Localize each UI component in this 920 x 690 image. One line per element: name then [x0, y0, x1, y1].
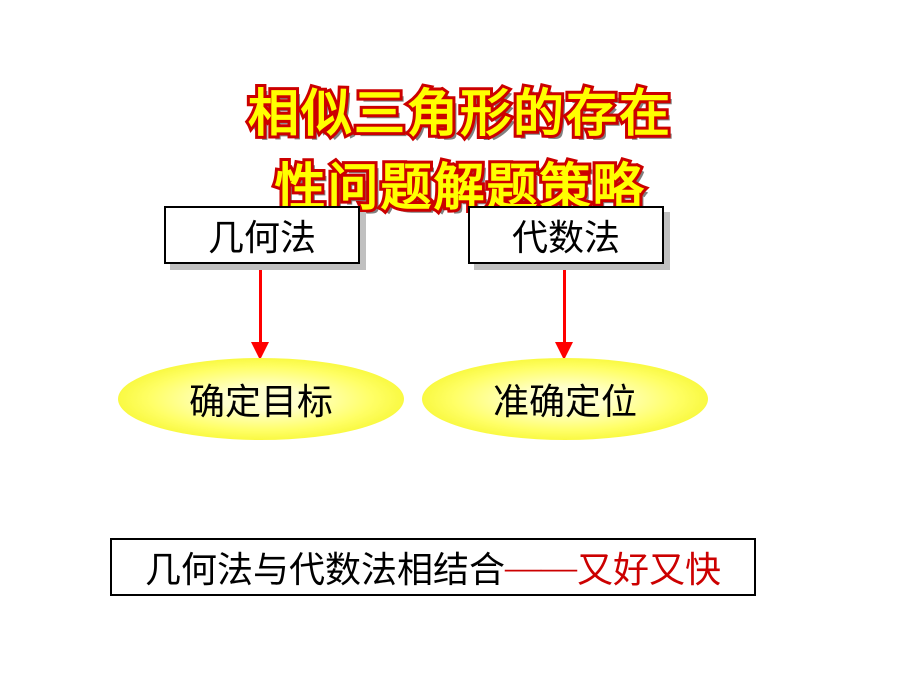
- ellipse-0: 确定目标: [118, 358, 404, 440]
- title-fill-layer: 相似三角形的存在性问题解题策略: [230, 72, 690, 220]
- method-box-label: 几何法: [208, 209, 316, 261]
- ellipse-1: 准确定位: [422, 358, 708, 440]
- method-box-body: 代数法: [468, 206, 664, 264]
- conclusion-box: 几何法与代数法相结合——又好又快: [110, 538, 756, 596]
- ellipse-label: 确定目标: [189, 373, 333, 425]
- arrow-line: [259, 270, 262, 344]
- method-box-label: 代数法: [512, 209, 620, 261]
- conclusion-dash: ——: [505, 546, 577, 588]
- conclusion-text-red: 又好又快: [577, 541, 721, 593]
- method-box-body: 几何法: [164, 206, 360, 264]
- method-box-1: 代数法: [468, 206, 664, 264]
- arrow-line: [563, 270, 566, 344]
- method-box-0: 几何法: [164, 206, 360, 264]
- ellipse-label: 准确定位: [493, 373, 637, 425]
- conclusion-text-black: 几何法与代数法相结合: [145, 541, 505, 593]
- slide-title: 相似三角形的存在性问题解题策略 相似三角形的存在性问题解题策略 相似三角形的存在…: [0, 72, 920, 133]
